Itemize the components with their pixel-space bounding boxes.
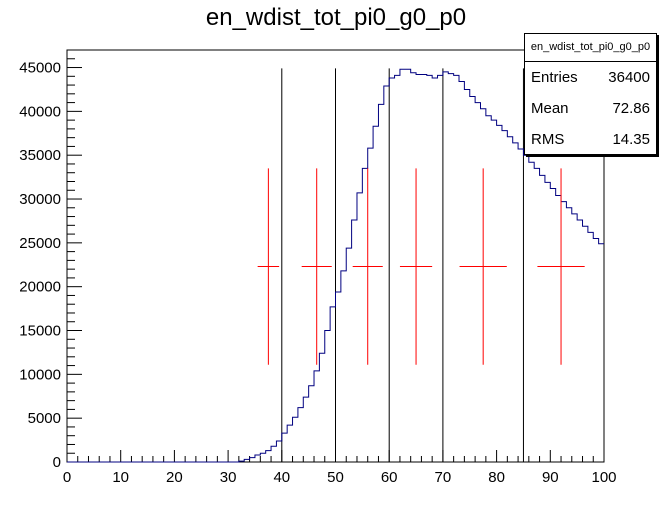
error-point (537, 168, 585, 365)
x-tick-label: 50 (327, 469, 344, 486)
stats-mean-label: Mean (531, 100, 569, 117)
stats-mean-row: Mean 72.86 (525, 93, 656, 124)
stats-entries-value: 36400 (608, 69, 650, 86)
stats-entries-row: Entries 36400 (525, 62, 656, 93)
chart-title: en_wdist_tot_pi0_g0_p0 (205, 4, 467, 31)
y-tick-label: 15000 (19, 323, 61, 340)
stats-rms-label: RMS (531, 131, 565, 148)
stats-mean-value: 72.86 (612, 100, 650, 117)
x-tick-label: 60 (381, 469, 398, 486)
y-tick-label: 35000 (19, 147, 61, 164)
y-tick-label: 45000 (19, 60, 61, 77)
x-tick-label: 30 (220, 469, 237, 486)
y-tick-label: 30000 (19, 191, 61, 208)
x-tick-label: 20 (166, 469, 183, 486)
stats-entries-label: Entries (531, 69, 578, 86)
stats-rms-value: 14.35 (612, 131, 650, 148)
error-point (257, 168, 280, 365)
x-tick-label: 90 (542, 469, 559, 486)
error-point (459, 168, 507, 365)
y-tick-label: 5000 (28, 410, 61, 427)
y-tick-label: 0 (53, 454, 61, 471)
y-tick-label: 20000 (19, 279, 61, 296)
x-tick-label: 70 (435, 469, 452, 486)
stats-rms-row: RMS 14.35 (525, 124, 656, 155)
x-tick-label: 0 (63, 469, 71, 486)
error-point (301, 168, 332, 365)
stats-title: en_wdist_tot_pi0_g0_p0 (525, 34, 656, 62)
stats-box: en_wdist_tot_pi0_g0_p0 Entries 36400 Mea… (524, 33, 657, 155)
y-tick-label: 25000 (19, 235, 61, 252)
y-tick-label: 10000 (19, 366, 61, 383)
error-point (352, 168, 383, 365)
x-tick-label: 40 (273, 469, 290, 486)
x-tick-label: 10 (112, 469, 129, 486)
error-point (399, 168, 433, 365)
x-tick-label: 100 (591, 469, 616, 486)
histogram-series (67, 68, 604, 463)
x-tick-label: 80 (488, 469, 505, 486)
y-tick-label: 40000 (19, 103, 61, 120)
